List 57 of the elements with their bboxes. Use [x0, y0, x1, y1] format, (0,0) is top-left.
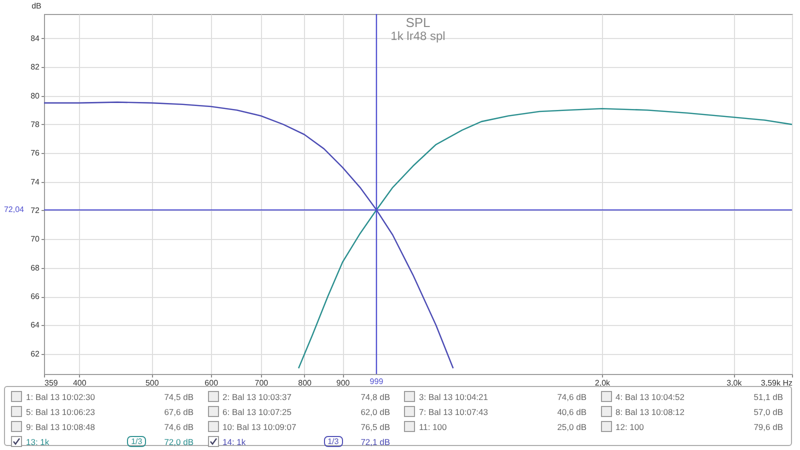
- y-tick-label: 76: [30, 148, 40, 158]
- text: 79,6 dB: [754, 422, 783, 432]
- ref-line-label: 999: [370, 377, 384, 386]
- text: 62,0 dB: [360, 406, 390, 416]
- text: 14: 1k: [222, 436, 247, 446]
- text: 1k lr48 spl: [390, 29, 446, 43]
- text: 74,6 dB: [164, 422, 194, 432]
- text: 25,0 dB: [557, 422, 586, 432]
- y-tick-label: 66: [30, 292, 40, 302]
- text: 57,0 dB: [754, 406, 783, 416]
- text: 6: Bal 13 10:07:25: [222, 406, 293, 416]
- text: 7: Bal 13 10:07:43: [419, 406, 490, 416]
- x-tick-label: 400: [72, 378, 87, 388]
- x-tick-label: 700: [254, 378, 269, 388]
- text: 9: Bal 13 10:08:48: [26, 422, 96, 432]
- chart-title: SPL: [406, 15, 430, 30]
- ref-line-label: 72,04: [4, 204, 25, 214]
- text: 11: 100: [419, 422, 448, 432]
- text: 8: Bal 13 10:08:12: [616, 406, 686, 416]
- x-tick-label: 3,0k: [726, 378, 743, 388]
- x-tick-label: 600: [204, 378, 219, 388]
- text: 40,6 dB: [557, 406, 586, 416]
- text: 72,0 dB: [164, 436, 194, 446]
- x-tick-label: 2,0k: [594, 378, 612, 388]
- text: 74,6 dB: [557, 392, 586, 402]
- text: 51,1 dB: [754, 392, 783, 402]
- text: 72,1 dB: [360, 436, 390, 446]
- text: 74,5 dB: [164, 392, 194, 402]
- text: 1: Bal 13 10:02:30: [26, 392, 96, 402]
- text: 76,5 dB: [360, 422, 390, 432]
- x-tick-label: 800: [298, 378, 312, 388]
- text: 74,8 dB: [360, 392, 390, 402]
- text: 1/3: [127, 436, 146, 447]
- y-tick-label: 72: [30, 206, 40, 215]
- text: 2: Bal 13 10:03:37: [222, 392, 293, 402]
- y-tick-label: 64: [30, 320, 40, 330]
- y-tick-label: 74: [30, 177, 40, 186]
- x-tick-label: 900: [336, 378, 350, 388]
- x-tick-label: 359: [44, 378, 58, 388]
- x-tick-label: 3,59k Hz: [760, 378, 792, 388]
- text: 5: Bal 13 10:06:23: [26, 406, 96, 416]
- y-tick-label: 80: [30, 91, 40, 100]
- y-axis-title: dB: [32, 2, 42, 10]
- text: 1/3: [324, 436, 343, 447]
- y-tick-label: 84: [30, 34, 40, 43]
- text: 13: 1k: [26, 436, 50, 446]
- x-tick-label: 500: [145, 378, 160, 388]
- y-tick-label: 82: [30, 62, 40, 72]
- y-tick-label: 78: [30, 120, 40, 129]
- text: 3: Bal 13 10:04:21: [419, 392, 490, 402]
- text: 67,6 dB: [164, 406, 194, 416]
- y-tick-label: 70: [30, 234, 40, 244]
- y-tick-label: 68: [30, 263, 40, 272]
- text: 12: 100: [616, 422, 645, 432]
- y-tick-label: 62: [30, 349, 40, 358]
- text: 4: Bal 13 10:04:52: [616, 392, 686, 402]
- text: 10: Bal 13 10:09:07: [222, 422, 298, 432]
